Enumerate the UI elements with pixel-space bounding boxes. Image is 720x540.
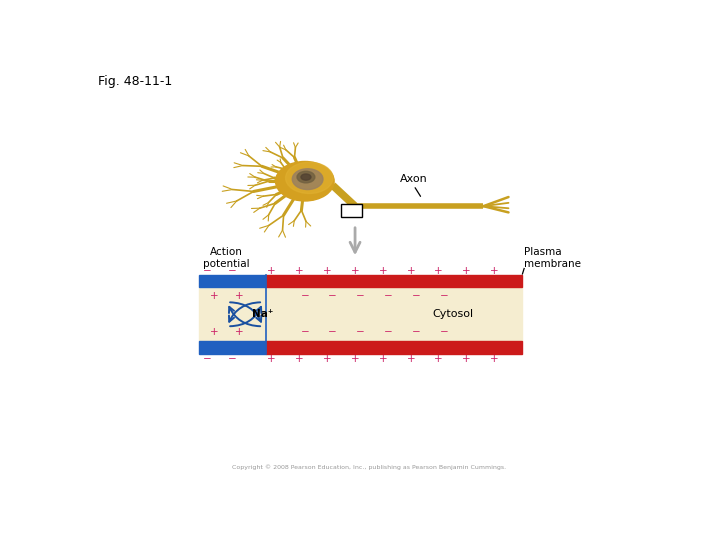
Text: +: + [295,354,304,364]
Text: −: − [300,327,309,337]
Ellipse shape [276,161,334,201]
Text: +: + [267,354,276,364]
Text: −: − [412,327,420,337]
Text: Action
potential: Action potential [203,247,250,269]
Text: +: + [351,354,359,364]
Text: Fig. 48-11-1: Fig. 48-11-1 [99,75,173,88]
Text: +: + [210,327,218,337]
Text: −: − [203,266,212,275]
Text: +: + [434,266,443,275]
Text: +: + [434,354,443,364]
Text: −: − [228,354,237,364]
Text: −: − [203,354,212,364]
Text: +: + [267,266,276,275]
Bar [199,275,266,287]
Text: Na⁺: Na⁺ [252,309,273,319]
Text: −: − [412,292,420,301]
Text: Plasma
membrane: Plasma membrane [524,247,581,268]
Text: Cytosol: Cytosol [432,309,473,319]
Text: −: − [228,266,237,275]
Bar [341,204,362,217]
Text: +: + [235,327,244,337]
Text: +: + [490,266,499,275]
Text: −: − [328,292,337,301]
Text: −: − [440,327,449,337]
Ellipse shape [292,169,323,190]
Bar [199,287,523,341]
Bar [266,341,523,354]
Text: −: − [356,327,365,337]
Text: +: + [462,266,471,275]
Text: Copyright © 2008 Pearson Education, Inc., publishing as Pearson Benjamin Cumming: Copyright © 2008 Pearson Education, Inc.… [232,464,506,470]
Text: +: + [407,266,415,275]
Text: +: + [379,266,387,275]
Text: +: + [379,354,387,364]
Text: +: + [323,266,331,275]
Text: +: + [323,354,331,364]
Bar [199,341,266,354]
Text: Axon: Axon [400,174,428,184]
Text: +: + [235,292,244,301]
Text: −: − [356,292,365,301]
Ellipse shape [286,163,333,193]
Text: −: − [384,327,393,337]
Text: +: + [462,354,471,364]
Text: +: + [351,266,359,275]
Text: −: − [384,292,393,301]
Text: −: − [328,327,337,337]
Text: −: − [440,292,449,301]
Ellipse shape [301,174,311,180]
Bar [266,275,523,287]
Text: +: + [490,354,499,364]
Text: +: + [295,266,304,275]
Text: −: − [300,292,309,301]
Ellipse shape [297,171,315,183]
Text: +: + [407,354,415,364]
Text: +: + [210,292,218,301]
